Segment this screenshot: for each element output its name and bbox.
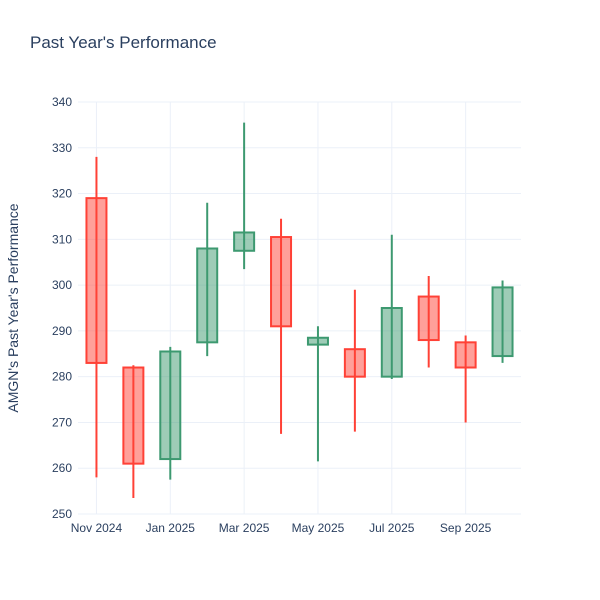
y-tick-label: 270 [52, 415, 72, 429]
y-tick-label: 280 [52, 370, 72, 384]
candle-jul-2025[interactable] [380, 234, 403, 379]
x-tick-label: Jan 2025 [146, 521, 196, 535]
candles [85, 122, 514, 498]
candle-body [380, 307, 403, 378]
x-tick-labels: Nov 2024 Jan 2025 Mar 2025 May 2025 Jul 2025… [71, 521, 492, 535]
candle-dec-2024[interactable] [122, 365, 145, 498]
y-gridlines [78, 101, 521, 515]
x-tick-label: Mar 2025 [219, 521, 270, 535]
x-tick-label: Nov 2024 [71, 521, 123, 535]
y-tick-label: 300 [52, 278, 72, 292]
candle-sep-2025[interactable] [454, 335, 477, 423]
x-tick-label: May 2025 [292, 521, 345, 535]
x-tick-label: Jul 2025 [369, 521, 415, 535]
candle-jan-2025[interactable] [159, 346, 182, 480]
candle-jun-2025[interactable] [343, 289, 366, 432]
candle-body [159, 350, 182, 461]
candle-body [306, 336, 329, 346]
y-tick-labels: 250 260 270 280 290 300 310 320 330 340 [52, 95, 72, 521]
y-tick-label: 260 [52, 461, 72, 475]
candle-body [417, 295, 440, 342]
candle-body [454, 341, 477, 369]
y-tick-label: 290 [52, 324, 72, 338]
y-axis-title: AMGN's Past Year's Performance [5, 203, 21, 413]
candle-apr-2025[interactable] [270, 218, 293, 434]
candle-body [491, 286, 514, 358]
candle-body [270, 236, 293, 328]
y-tick-label: 310 [52, 232, 72, 246]
y-tick-label: 340 [52, 95, 72, 109]
candle-body [85, 197, 108, 364]
candle-mar-2025[interactable] [233, 122, 256, 270]
x-tick-label: Sep 2025 [440, 521, 492, 535]
candle-feb-2025[interactable] [196, 202, 219, 357]
candle-aug-2025[interactable] [417, 275, 440, 368]
candle-may-2025[interactable] [306, 326, 329, 462]
y-tick-label: 320 [52, 187, 72, 201]
y-tick-label: 250 [52, 507, 72, 521]
y-tick-label: 330 [52, 141, 72, 155]
candle-body [122, 366, 145, 465]
candle-body [196, 247, 219, 344]
chart-title: Past Year's Performance [30, 33, 217, 52]
candle-nov-2024[interactable] [85, 156, 108, 478]
candle-body [343, 348, 366, 378]
candle-oct-2025[interactable] [491, 280, 514, 363]
candle-body [233, 231, 256, 252]
